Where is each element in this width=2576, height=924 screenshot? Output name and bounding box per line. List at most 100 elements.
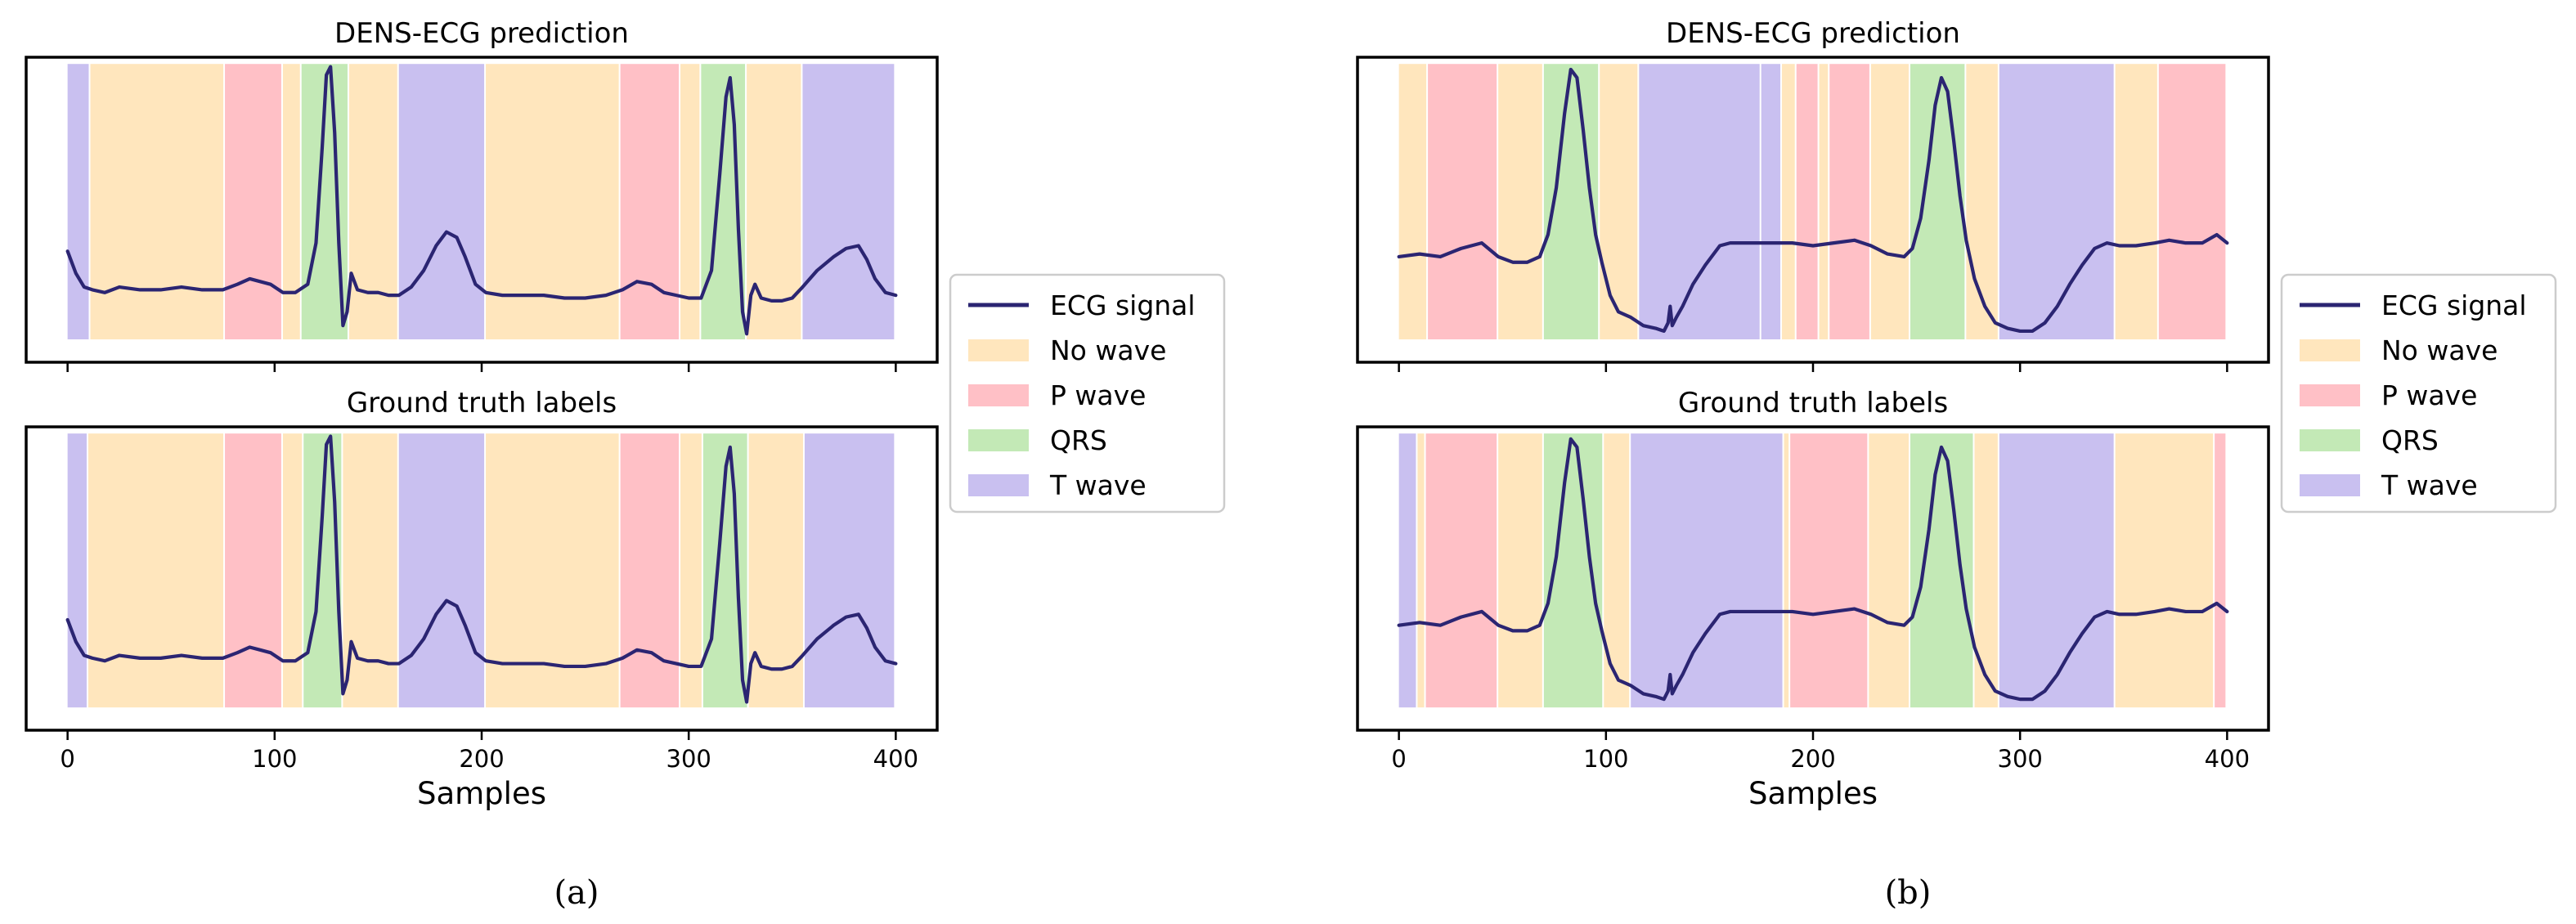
x-tick-label-200: 200 [459,745,504,773]
segment-p-wave-2 [225,433,281,708]
axes-b-top: DENS-ECG prediction [1356,17,2270,372]
x-tick-label-0: 0 [1391,745,1406,773]
chart-title: DENS-ECG prediction [334,17,629,50]
segment-no-wave-9 [680,433,702,708]
legend-label-ecg-signal: ECG signal [2381,289,2527,321]
segment-no-wave-11 [1870,64,1909,340]
legend-label-qrs: QRS [1050,424,1107,456]
segment-t-wave-6 [398,64,485,340]
segment-no-wave-3 [282,433,303,708]
figure-a: DENS-ECG prediction Ground truth labels 0 1… [25,17,1226,811]
segment-p-wave-14 [2215,433,2226,708]
segment-t-wave-0 [67,64,89,340]
segment-t-wave-0 [1398,433,1416,708]
segment-no-wave-1 [1417,433,1425,708]
segment-t-wave-14 [1999,64,2114,340]
segment-no-wave-3 [1498,433,1542,708]
segment-no-wave-7 [1784,433,1789,708]
chart-title: DENS-ECG prediction [1666,17,1960,50]
segment-no-wave-1 [88,433,224,708]
segment-p-wave-8 [1790,433,1868,708]
x-tick-label-200: 200 [1790,745,1835,773]
segment-no-wave-15 [2115,64,2157,340]
chart-title: Ground truth labels [347,387,617,419]
ecg-signal-line [1397,437,2229,702]
x-tick-label-300: 300 [1998,745,2043,773]
x-axis-label: Samples [1748,776,1878,811]
segment-no-wave-13 [1966,64,1998,340]
legend-label-no-wave: No wave [1050,334,1166,366]
segment-p-wave-8 [1796,64,1818,340]
segment-no-wave-5 [1604,433,1630,708]
segment-p-wave-8 [620,64,680,340]
segment-no-wave-13 [2115,433,2214,708]
segment-no-wave-7 [486,64,619,340]
segment-no-wave-4 [1600,64,1638,340]
legend-label-no-wave: No wave [2381,334,2497,366]
segment-no-wave-0 [1398,64,1427,340]
legend-b: ECG signal No wave P wave QRS T wave [2280,273,2557,514]
segment-t-wave-12 [802,64,895,340]
axes-a-top: DENS-ECG prediction [25,17,939,372]
x-tick-label-100: 100 [252,745,297,773]
legend-label-qrs: QRS [2381,424,2439,456]
segment-no-wave-2 [1498,64,1542,340]
segment-no-wave-7 [1782,64,1795,340]
segment-qrs-4 [303,433,342,708]
segment-qrs-10 [1910,433,1973,708]
legend-swatch-p-wave [2300,384,2360,406]
segment-no-wave-3 [282,64,300,340]
chart-title: Ground truth labels [1678,387,1948,419]
segment-no-wave-1 [90,64,224,340]
segment-no-wave-9 [680,64,700,340]
segment-p-wave-1 [1428,64,1497,340]
legend-label-t-wave: T wave [2381,469,2478,501]
x-tick-label-300: 300 [666,745,711,773]
legend-label-p-wave: P wave [1050,379,1146,411]
legend-swatch-t-wave [968,474,1029,496]
legend-swatch-qrs [2300,429,2360,451]
segment-t-wave-0 [67,433,87,708]
x-tick-label-400: 400 [873,745,918,773]
segment-t-wave-12 [804,433,895,708]
segment-p-wave-16 [2158,64,2226,340]
segment-p-wave-2 [1425,433,1497,708]
segment-no-wave-5 [343,433,397,708]
segment-no-wave-11 [1974,433,1998,708]
segment-t-wave-6 [1631,433,1783,708]
segment-t-wave-12 [1999,433,2114,708]
legend-swatch-no-wave [968,339,1029,361]
caption-a: (a) [554,874,599,912]
segment-no-wave-5 [348,64,397,340]
ecg-signal-line [65,434,898,704]
legend-swatch-t-wave [2300,474,2360,496]
axes-b-bottom: Ground truth labels 0 100 200 300 400 Samples [1356,387,2270,811]
figure-b: DENS-ECG prediction Ground truth labels 0 1… [1356,17,2557,811]
segment-no-wave-11 [747,64,801,340]
legend-label-t-wave: T wave [1049,469,1147,501]
legend-a: ECG signal No wave P wave QRS T wave [949,273,1226,514]
segment-no-wave-7 [486,433,619,708]
segment-no-wave-9 [1869,433,1909,708]
legend-swatch-p-wave [968,384,1029,406]
segment-t-wave-6 [1761,64,1781,340]
legend-frame [2280,273,2557,514]
x-axis-label: Samples [417,776,546,811]
legend-swatch-no-wave [2300,339,2360,361]
x-tick-label-400: 400 [2205,745,2250,773]
x-tick-label-0: 0 [60,745,74,773]
segment-qrs-12 [1910,64,1965,340]
legend-label-ecg-signal: ECG signal [1050,289,1196,321]
segment-no-wave-9 [1819,64,1829,340]
segment-p-wave-8 [620,433,680,708]
axes-a-bottom: Ground truth labels 0 100 200 300 400 Samples [25,387,939,811]
ecg-signal-line [65,65,898,336]
segment-t-wave-5 [1639,64,1760,340]
segment-no-wave-11 [748,433,803,708]
segment-t-wave-6 [398,433,485,708]
x-tick-label-100: 100 [1583,745,1628,773]
legend-label-p-wave: P wave [2381,379,2477,411]
ecg-signal-line [1397,67,2229,334]
caption-b: (b) [1885,874,1932,912]
